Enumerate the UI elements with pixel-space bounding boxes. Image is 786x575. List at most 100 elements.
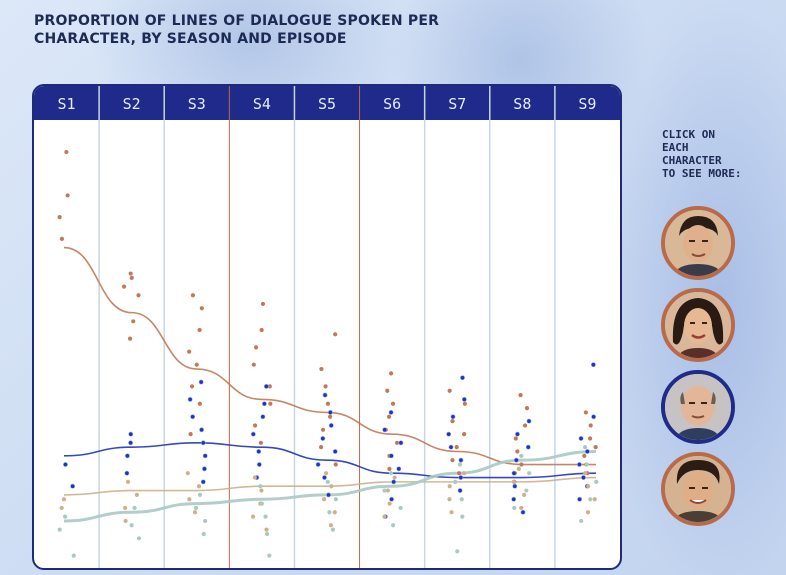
data-point-blue <box>391 479 397 485</box>
season-label-s8: S8 <box>513 95 531 113</box>
data-point-blue <box>327 410 333 415</box>
data-point-teal <box>460 514 465 519</box>
season-label-s1: S1 <box>58 95 76 113</box>
data-point-orange <box>386 414 392 419</box>
data-point-blue <box>382 427 388 433</box>
data-point-blue <box>250 431 256 437</box>
data-point-blue <box>446 431 452 437</box>
data-point-orange <box>268 401 273 406</box>
data-point-tan <box>447 497 452 502</box>
character-button-elaine[interactable] <box>661 288 735 362</box>
data-point-blue <box>525 444 531 450</box>
data-point-orange <box>462 432 467 437</box>
data-point-orange <box>65 193 70 198</box>
season-label-s6: S6 <box>383 95 401 113</box>
george-portrait-icon <box>665 374 731 440</box>
data-point-blue <box>460 375 465 381</box>
character-button-kramer[interactable] <box>661 452 735 526</box>
data-point-orange <box>450 458 455 463</box>
data-point-teal <box>594 479 599 484</box>
data-point-teal <box>584 462 589 467</box>
data-point-orange <box>462 401 467 406</box>
season-label-s5: S5 <box>318 95 336 113</box>
data-point-blue <box>315 462 321 467</box>
data-point-teal <box>264 531 270 537</box>
data-point-blue <box>202 466 207 472</box>
season-label-s3: S3 <box>188 95 206 113</box>
data-point-tan <box>192 510 198 515</box>
data-point-teal <box>390 523 396 528</box>
data-point-blue <box>576 462 582 467</box>
data-point-tan <box>196 484 202 489</box>
data-point-blue <box>322 392 328 398</box>
data-point-blue <box>262 401 267 407</box>
data-point-teal <box>325 479 330 484</box>
data-point-blue <box>526 418 532 424</box>
season-label-s2: S2 <box>123 95 141 113</box>
trend-line-orange <box>63 246 596 466</box>
data-point-blue <box>70 483 76 489</box>
kramer-portrait-icon <box>665 456 731 522</box>
data-point-orange <box>59 236 65 241</box>
data-point-orange <box>187 349 192 354</box>
data-point-orange <box>522 423 528 428</box>
data-point-orange <box>394 440 400 445</box>
data-point-orange <box>64 149 69 155</box>
data-point-blue <box>578 436 584 441</box>
data-point-orange <box>385 388 390 393</box>
data-point-tan <box>321 497 327 502</box>
data-point-blue <box>584 449 590 454</box>
data-point-orange <box>267 384 272 389</box>
data-point-orange <box>519 462 524 467</box>
data-point-tan <box>123 518 128 524</box>
data-point-tan <box>387 501 392 506</box>
data-point-tan <box>252 475 257 480</box>
data-point-teal <box>459 497 464 502</box>
data-point-orange <box>588 423 593 428</box>
data-point-blue <box>199 427 204 433</box>
data-point-orange <box>450 419 455 424</box>
data-point-tan <box>449 510 454 515</box>
data-point-orange <box>583 410 588 415</box>
data-point-teal <box>333 497 338 502</box>
data-point-blue <box>590 362 596 368</box>
data-point-orange <box>515 449 520 454</box>
data-point-blue <box>388 410 394 415</box>
data-point-tan <box>329 484 334 489</box>
data-point-blue <box>511 470 517 476</box>
season-label-s7: S7 <box>448 95 466 113</box>
character-button-jerry[interactable] <box>661 206 735 280</box>
data-point-blue <box>448 444 454 450</box>
data-point-orange <box>325 401 331 406</box>
data-point-tan <box>61 497 67 502</box>
data-point-blue <box>512 483 518 489</box>
data-point-tan <box>332 510 337 515</box>
data-point-orange <box>518 392 523 398</box>
data-point-orange <box>253 345 259 350</box>
data-point-tan <box>59 505 64 511</box>
data-point-tan <box>382 514 387 519</box>
data-point-orange <box>131 319 136 324</box>
data-point-blue <box>260 414 266 420</box>
data-point-teal <box>71 553 76 558</box>
data-point-blue <box>461 397 467 402</box>
data-point-teal <box>512 505 517 511</box>
data-point-blue <box>256 449 262 454</box>
data-point-orange <box>447 388 452 393</box>
data-point-orange <box>582 453 587 458</box>
data-point-teal <box>398 505 403 511</box>
data-point-orange <box>129 275 134 280</box>
data-point-tan <box>264 527 269 532</box>
data-point-teal <box>263 514 268 519</box>
data-point-teal <box>527 471 532 476</box>
data-point-teal <box>136 536 142 541</box>
season-header-bar <box>34 86 620 120</box>
data-point-teal <box>588 497 593 502</box>
character-button-george[interactable] <box>661 370 735 444</box>
data-point-orange <box>259 327 264 333</box>
data-point-orange <box>513 436 518 441</box>
data-point-tan <box>125 479 131 484</box>
data-point-teal <box>193 505 199 511</box>
data-point-orange <box>319 366 324 372</box>
data-point-teal <box>382 488 387 493</box>
